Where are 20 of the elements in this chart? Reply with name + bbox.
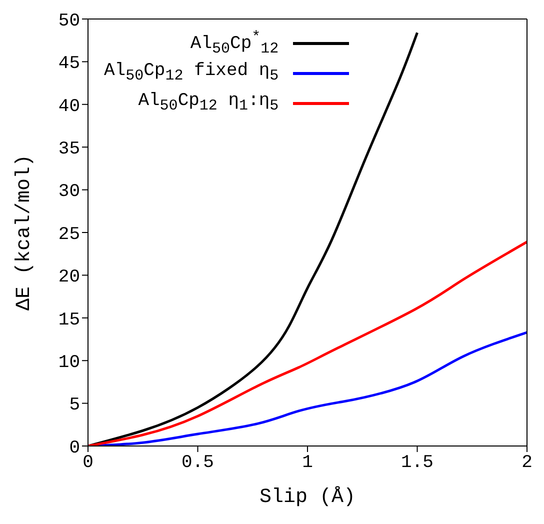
x-tick-label: 0.5 — [182, 452, 214, 473]
y-tick-label: 35 — [58, 139, 80, 160]
y-tick-label: 30 — [58, 182, 80, 202]
x-tick-label: 1.5 — [401, 452, 434, 473]
x-tick-label: 1 — [302, 452, 313, 473]
y-tick-label: 0 — [69, 438, 80, 458]
y-tick-label: 50 — [58, 11, 80, 32]
y-tick-label: 40 — [58, 96, 80, 117]
legend-label: Al$_{50}$Cp$_{12}$ fixed η$_{5}$ — [104, 61, 279, 85]
legend-label: Al$_{50}$Cp$_{12}$ η$_{1}$:η$_{5}$ — [138, 91, 279, 115]
y-tick-label: 45 — [58, 54, 80, 74]
x-tick-label: 0 — [82, 452, 94, 473]
y-tick-label: 15 — [58, 310, 80, 330]
y-tick-label: 10 — [58, 352, 80, 373]
x-axis-title: Slip (Å) — [259, 486, 356, 509]
y-tick-label: 5 — [69, 396, 80, 416]
y-tick-label: 20 — [58, 268, 80, 288]
y-axis-title: ΔE (kcal/mol) — [13, 154, 36, 311]
x-tick-label: 2 — [522, 452, 532, 473]
y-tick-label: 25 — [58, 224, 80, 245]
